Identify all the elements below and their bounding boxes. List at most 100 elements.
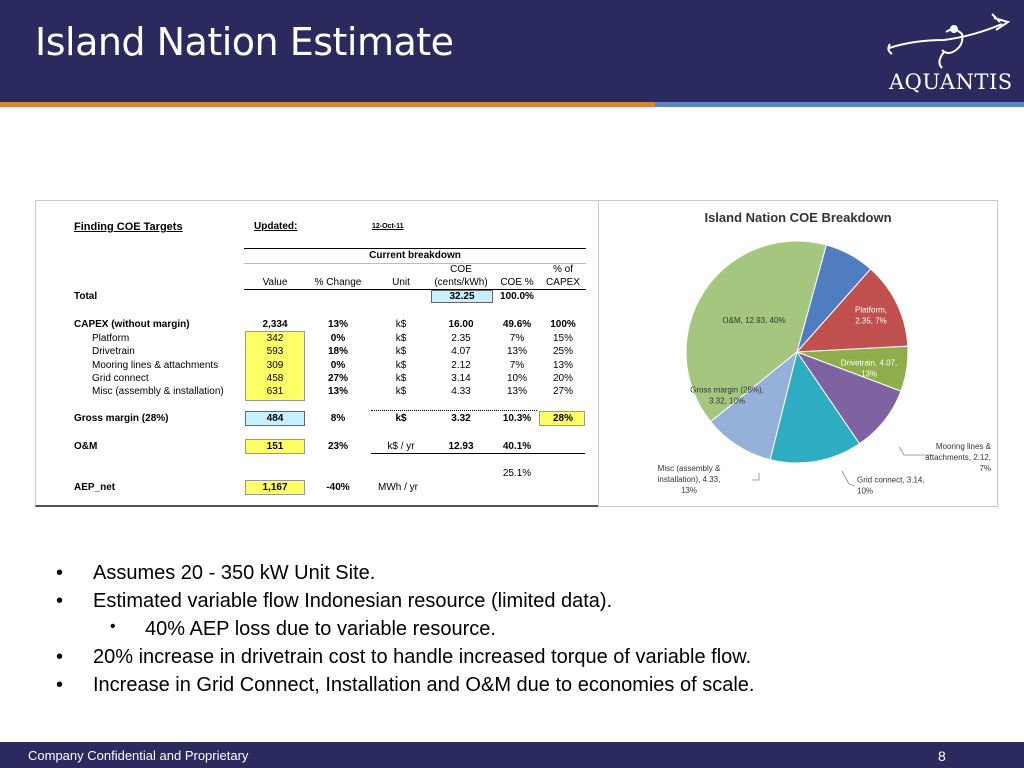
om-coepct: 40.1%: [502, 441, 532, 452]
logo-text: AQUANTIS: [889, 70, 1013, 94]
bullet-item: Assumes 20 - 350 kW Unit Site.: [93, 562, 376, 584]
total-coepct: 100.0%: [500, 291, 534, 302]
accent-stripe-orange: [0, 102, 655, 107]
row-capexpct: 20%: [552, 373, 573, 384]
slice-label: Platform, 2.35, 7%: [855, 306, 887, 326]
bullet-item: Estimated variable flow Indonesian resou…: [93, 590, 613, 612]
row-coepct: 7%: [509, 360, 525, 371]
row-unit: k$: [395, 346, 407, 357]
row-coepct: 13%: [506, 386, 527, 397]
title-bar: Island Nation Estimate AQUANTIS: [0, 0, 1024, 102]
margin-unit: k$: [395, 413, 407, 424]
page-title: Island Nation Estimate: [35, 20, 454, 64]
chart-title: Island Nation COE Breakdown: [704, 210, 891, 225]
capex-change: 13%: [327, 319, 348, 330]
bullet-marker: •: [110, 618, 116, 635]
extra-pct: 25.1%: [502, 468, 532, 479]
pie-slice: [769, 350, 861, 464]
page-number: 8: [938, 748, 946, 764]
pie-slice: [709, 350, 798, 461]
accent-stripe-blue: [655, 102, 1024, 107]
row-coe: 4.07: [451, 346, 471, 357]
col-header-capex: % of: [552, 264, 573, 275]
row-unit: k$: [395, 373, 407, 384]
col-header-coepct: COE %: [500, 277, 534, 288]
col-header-coe: COE: [450, 264, 472, 275]
row-change: 18%: [327, 346, 348, 357]
margin-coepct: 10.3%: [502, 413, 532, 424]
row-value: 593: [266, 346, 284, 357]
row-label-total: Total: [74, 291, 98, 302]
group-header: Current breakdown: [369, 250, 461, 261]
col-header-value: Value: [262, 277, 288, 288]
aep-value: 1,167: [262, 482, 288, 493]
row-label-margin: Gross margin (28%): [74, 413, 169, 424]
row-label: Grid connect: [92, 373, 149, 384]
row-coe: 2.12: [451, 360, 471, 371]
row-unit: k$: [395, 360, 407, 371]
updated-label: Updated:: [254, 221, 298, 232]
table-title: Finding COE Targets: [74, 221, 183, 233]
table-rule: [244, 263, 586, 264]
bullet-marker: •: [56, 562, 64, 584]
slice-label: Misc (assembly & installation), 4.33, 13%: [658, 464, 721, 495]
component-value-cells: [245, 331, 305, 401]
bullet-item: 20% increase in drivetrain cost to handl…: [93, 646, 752, 668]
margin-capex-cell: [539, 411, 585, 426]
row-coe: 3.14: [451, 373, 471, 384]
aep-change: -40%: [326, 482, 350, 493]
coe-pie-chart: Island Nation COE Breakdown O&M, 12.93, 4…: [598, 200, 998, 507]
pie-slice: [795, 268, 909, 353]
margin-value: 484: [266, 413, 284, 424]
row-change: 13%: [327, 386, 348, 397]
trident-mermaid-icon: [887, 13, 1011, 69]
col-header-change: % Change: [314, 277, 362, 288]
row-coe: 4.33: [451, 386, 471, 397]
bullet-marker: •: [56, 674, 64, 696]
row-coepct: 7%: [509, 333, 525, 344]
row-change: 0%: [330, 360, 346, 371]
row-label: Platform: [92, 333, 130, 344]
row-label-capex: CAPEX (without margin): [74, 319, 190, 330]
margin-capexpct: 28%: [552, 413, 573, 424]
col-header-coe: (cents/kWh): [434, 277, 488, 288]
capex-coe: 16.00: [448, 319, 474, 330]
capex-coepct: 49.6%: [502, 319, 532, 330]
pie-svg: Island Nation COE Breakdown O&M, 12.93, 4…: [658, 210, 992, 496]
margin-value-cell: [245, 411, 305, 426]
pie-slice: [685, 240, 828, 423]
row-unit: k$: [395, 333, 407, 344]
slice-label: Gross margin (28%), 3.32, 10%: [690, 386, 764, 406]
row-change: 0%: [330, 333, 346, 344]
table-rule: [244, 289, 586, 290]
row-change: 27%: [327, 373, 348, 384]
col-header-unit: Unit: [392, 277, 410, 288]
bullet-marker: •: [56, 646, 64, 668]
row-capexpct: 25%: [552, 346, 573, 357]
slice-label: O&M, 12.93, 40%: [722, 316, 785, 325]
om-value: 151: [266, 441, 284, 452]
footer-bar: Company Confidential and Proprietary 8: [0, 742, 1024, 768]
coe-table: Finding COE Targets Updated: 12-Oct-11 C…: [35, 200, 599, 507]
total-coe: 32.25: [449, 291, 475, 302]
row-label: Misc (assembly & installation): [92, 386, 224, 397]
label-leader-line: [841, 470, 856, 487]
bullet-marker: •: [56, 590, 64, 612]
capex-unit: k$: [395, 319, 407, 330]
label-leader-line: [898, 446, 932, 456]
capex-value: 2,334: [262, 319, 288, 330]
updated-value: 12-Oct-11: [372, 223, 404, 230]
row-label-om: O&M: [74, 441, 98, 452]
row-coepct: 13%: [506, 346, 527, 357]
capex-capexpct: 100%: [550, 319, 576, 330]
row-unit: k$: [395, 386, 407, 397]
table-rule: [371, 453, 585, 454]
bullet-item: 40% AEP loss due to variable resource.: [145, 618, 496, 640]
row-capexpct: 27%: [552, 386, 573, 397]
om-coe: 12.93: [448, 441, 474, 452]
col-header-capex: CAPEX: [546, 277, 580, 288]
om-unit: k$ / yr: [387, 441, 415, 452]
row-value: 631: [266, 386, 284, 397]
footer-text: Company Confidential and Proprietary: [28, 748, 249, 763]
row-label-aep: AEP_net: [74, 482, 116, 493]
